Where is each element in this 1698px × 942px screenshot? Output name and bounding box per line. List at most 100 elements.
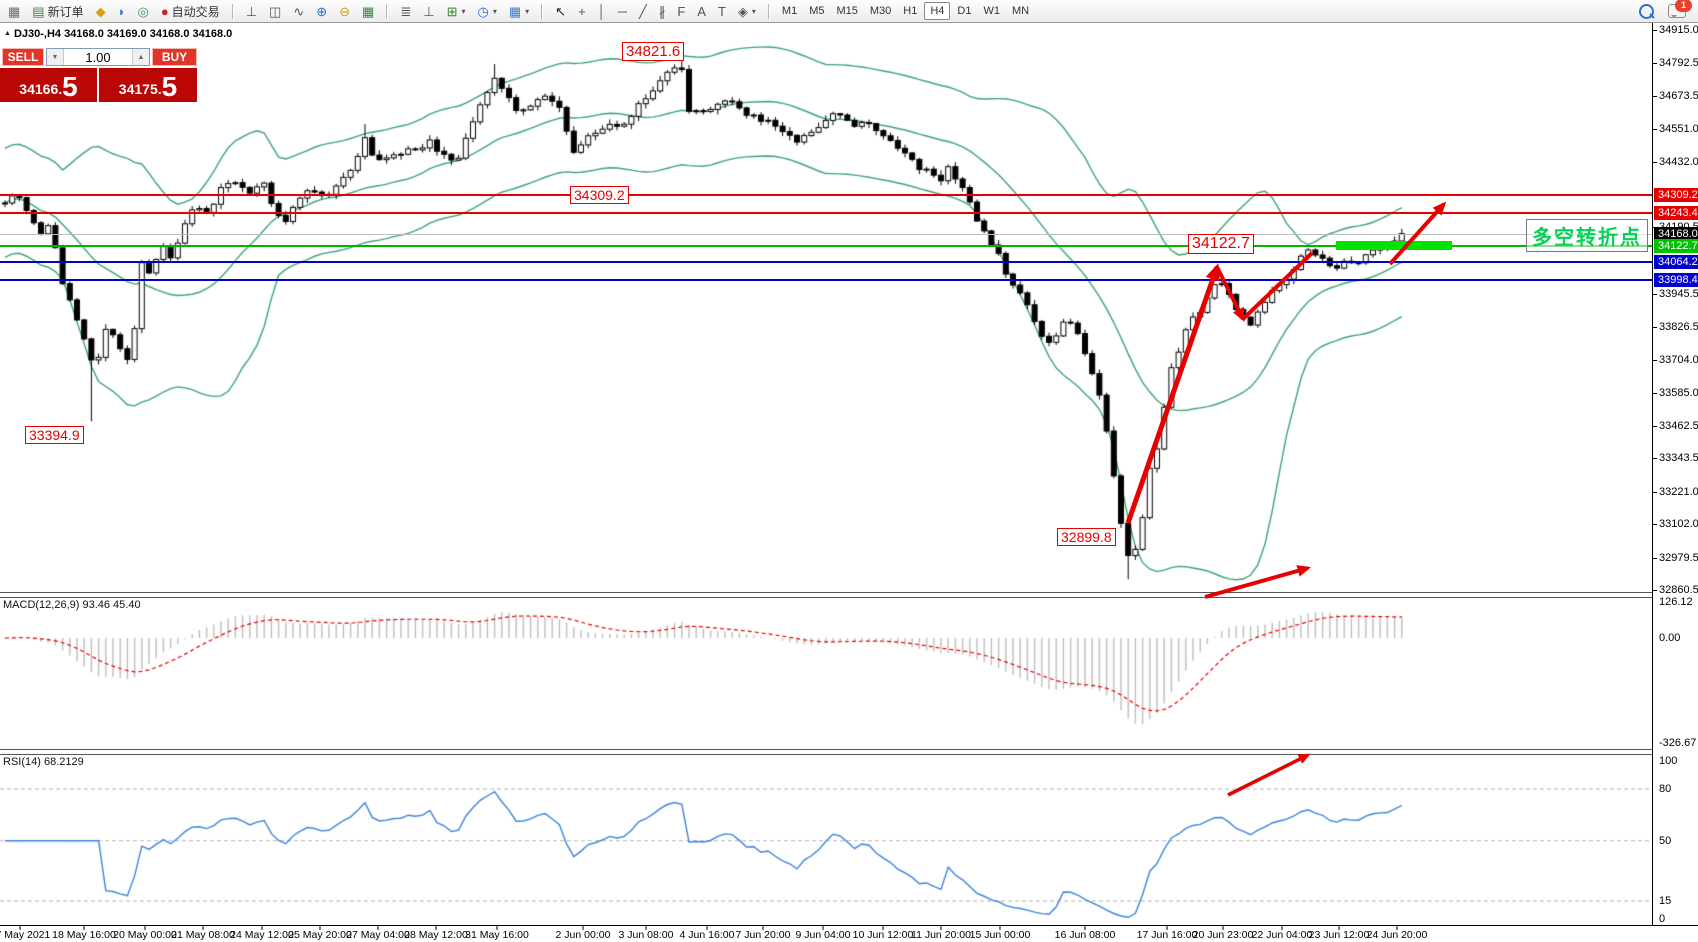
new-order-button[interactable]: ▤ 新订单 xyxy=(26,1,89,22)
market-watch-icon: ◆ xyxy=(95,3,106,19)
tile-windows-icon[interactable]: ▦ xyxy=(356,1,380,22)
vertical-line-icon: │ xyxy=(597,3,606,19)
macd-axis-tick: 0.00 xyxy=(1659,632,1681,644)
price-axis-tickmark xyxy=(1653,96,1657,97)
time-axis-tickmark xyxy=(1222,926,1224,930)
timeframe-button-m30[interactable]: M30 xyxy=(869,5,892,17)
low-price-label[interactable]: 32899.8 xyxy=(1057,528,1116,547)
rally-arrow[interactable] xyxy=(1125,263,1220,524)
support-line-1[interactable] xyxy=(0,261,1652,263)
time-axis-label: 2 Jun 00:00 xyxy=(555,929,611,941)
macd-axis-tick: -326.67 xyxy=(1659,737,1697,749)
indicator-window-icon: ⊥ xyxy=(423,3,435,19)
pivot-line[interactable] xyxy=(0,245,1652,247)
add-indicator-icon[interactable]: ⊞ ▾ xyxy=(441,1,472,22)
arrows-icon[interactable]: ◈ ▾ xyxy=(732,1,762,22)
breakout-arrow[interactable] xyxy=(1388,201,1447,266)
vertical-line-icon[interactable]: │ xyxy=(592,1,612,22)
timeframe-button-m5[interactable]: M5 xyxy=(809,5,825,17)
period-icon[interactable]: ◷ ▾ xyxy=(471,1,502,22)
time-axis-label: 22 Jun 04:00 xyxy=(1251,929,1313,941)
timeframe-button-d1[interactable]: D1 xyxy=(957,5,972,17)
search-icon[interactable] xyxy=(1639,3,1654,19)
rsi-axis-tick: 50 xyxy=(1659,835,1672,847)
pullback-arrow[interactable] xyxy=(1215,266,1245,322)
equidistant-channel-icon: ∦ xyxy=(658,3,666,19)
quantity-value[interactable]: 1.00 xyxy=(85,49,111,65)
timeframe-button-w1[interactable]: W1 xyxy=(983,5,1000,17)
rsi-trend-arrow[interactable] xyxy=(1227,753,1311,797)
trendline-icon[interactable]: ╱ xyxy=(633,1,653,22)
timeframe-button-mn[interactable]: MN xyxy=(1011,5,1030,17)
resistance-line-2[interactable] xyxy=(0,212,1652,214)
timeframe-button-m1[interactable]: M1 xyxy=(781,5,798,17)
resistance-price-label[interactable]: 34309.2 xyxy=(570,186,629,205)
pivot-price-label[interactable]: 34122.7 xyxy=(1188,234,1254,255)
horizontal-line-icon[interactable]: ─ xyxy=(612,1,633,22)
candlestick-icon[interactable]: ◫ xyxy=(263,1,287,22)
price-axis-tick: 34551.0 xyxy=(1659,123,1698,135)
bar-chart-icon[interactable]: ⊥ xyxy=(240,1,263,22)
support-line-2[interactable] xyxy=(0,279,1652,281)
charts-window-icon: ▦ xyxy=(8,3,21,19)
line-chart-icon[interactable]: ∿ xyxy=(287,1,310,22)
turning-point-note[interactable]: 多空转折点 xyxy=(1526,219,1648,252)
price-axis-tickmark xyxy=(1653,360,1657,361)
left-price-label[interactable]: 33394.9 xyxy=(25,426,84,445)
timeframe-button-m15[interactable]: M15 xyxy=(836,5,858,17)
cursor-icon[interactable]: ↖ xyxy=(549,1,572,22)
time-axis-tickmark xyxy=(377,926,379,930)
timeframe-button-h1[interactable]: H1 xyxy=(903,5,918,17)
time-axis-tickmark xyxy=(83,926,85,930)
last-price-box: 34168.0 xyxy=(1654,227,1698,241)
community-icon[interactable]: ◗ xyxy=(112,1,132,22)
notifications-icon[interactable]: 1 xyxy=(1668,0,1692,18)
buy-price-display[interactable]: 34175. 5 xyxy=(99,68,197,102)
zoom-in-icon: ⊕ xyxy=(316,3,328,19)
zoom-out-icon: ⊖ xyxy=(339,3,351,19)
text-label-icon[interactable]: T xyxy=(712,1,732,22)
market-watch-icon[interactable]: ◆ xyxy=(90,1,112,22)
profiles-icon[interactable]: ≣ xyxy=(394,1,417,22)
time-axis-label: 31 May 16:00 xyxy=(465,929,529,941)
text-icon[interactable]: A xyxy=(691,1,712,22)
sell-price-display[interactable]: 34166. 5 xyxy=(0,68,97,102)
indicator-window-icon[interactable]: ⊥ xyxy=(417,1,440,22)
template-icon[interactable]: ▦ ▾ xyxy=(503,1,535,22)
recovery-line[interactable] xyxy=(1241,251,1314,321)
price-axis-tick: 32979.5 xyxy=(1659,552,1698,564)
autotrading-button-label: 自动交易 xyxy=(171,4,220,19)
rsi-axis-tick: 0 xyxy=(1659,913,1666,925)
quantity-decrease-button[interactable]: ▼ xyxy=(47,49,64,65)
pivot-highlight-bar[interactable] xyxy=(1336,241,1452,250)
price-axis[interactable]: 34915.034792.534673.534551.034432.034190… xyxy=(1652,22,1698,925)
time-axis-label: 20 May 00:00 xyxy=(113,929,177,941)
toolbar-standard-group: ▦ ▤ 新订单 ◆ ◗ ◎ ● 自动交易 xyxy=(0,0,228,22)
peak-price-label[interactable]: 34821.6 xyxy=(622,42,685,62)
quantity-stepper: ▼ 1.00 ▲ xyxy=(46,48,150,66)
price-axis-tickmark xyxy=(1653,63,1657,64)
timeframe-button-h4[interactable]: H4 xyxy=(924,2,951,20)
time-axis-tickmark xyxy=(496,926,498,930)
fibonacci-icon[interactable]: F xyxy=(671,1,691,22)
time-axis-label: 7 Jun 20:00 xyxy=(735,929,791,941)
new-order-icon: ▤ xyxy=(32,3,45,19)
cursor-icon: ↖ xyxy=(555,3,567,19)
signals-icon[interactable]: ◎ xyxy=(131,1,154,22)
buy-button[interactable]: BUY xyxy=(152,48,197,66)
equidistant-channel-icon[interactable]: ∦ xyxy=(653,1,672,22)
zoom-out-icon[interactable]: ⊖ xyxy=(333,1,356,22)
macd-pane-separator[interactable] xyxy=(0,592,1652,598)
price-axis-tick: 32860.5 xyxy=(1659,584,1698,596)
zoom-in-icon[interactable]: ⊕ xyxy=(310,1,333,22)
charts-window-icon[interactable]: ▦ xyxy=(2,1,26,22)
sell-button[interactable]: SELL xyxy=(2,48,44,66)
crosshair-icon[interactable]: + xyxy=(572,1,592,22)
resistance-line-1[interactable] xyxy=(0,194,1652,196)
autotrading-button[interactable]: ● 自动交易 xyxy=(155,1,226,22)
rsi-label: RSI(14) 68.2129 xyxy=(3,756,84,768)
quantity-increase-button[interactable]: ▲ xyxy=(132,49,149,65)
rsi-pane-separator[interactable] xyxy=(0,749,1652,755)
macd-trend-arrow[interactable] xyxy=(1204,565,1312,599)
